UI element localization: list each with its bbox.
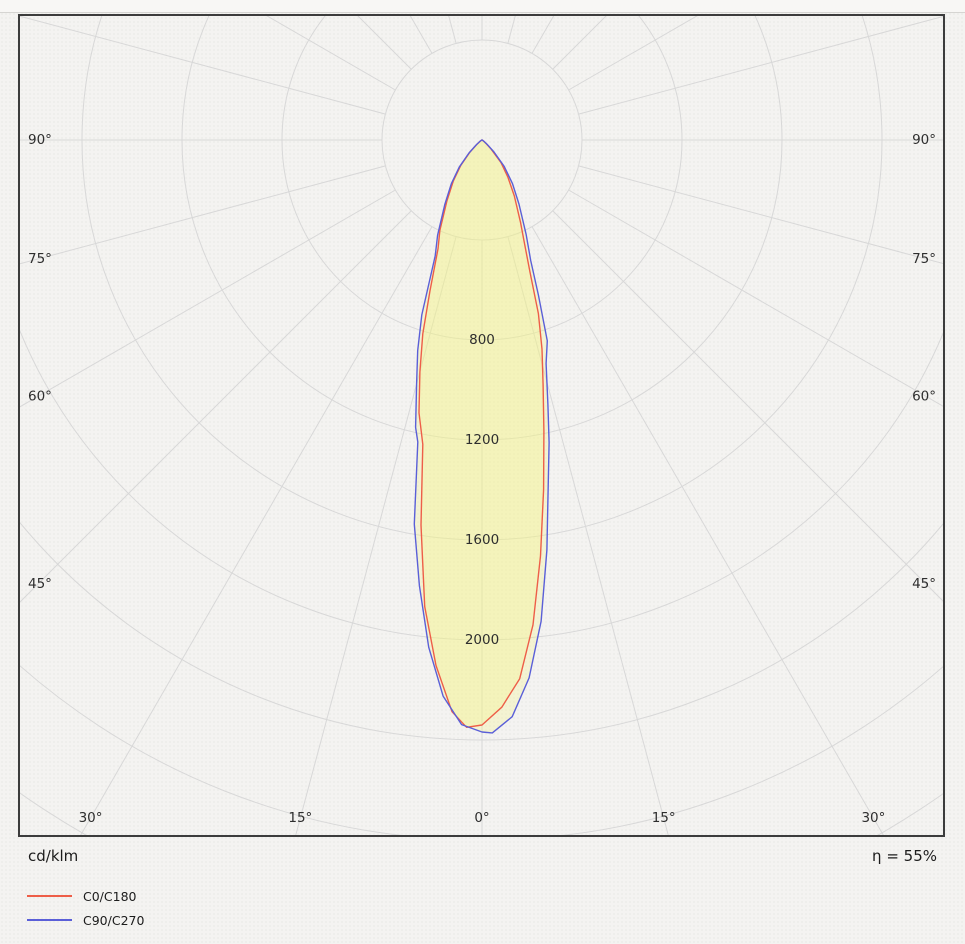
- angle-label-right-75: 75°: [912, 251, 936, 267]
- grid-radial-225: [357, 16, 412, 70]
- grid-radial-75: [578, 165, 943, 265]
- angle-label-left-75: 75°: [28, 251, 52, 267]
- angle-label-bottom-30: 30°: [861, 810, 885, 826]
- plot-border: [18, 14, 945, 837]
- legend-item-c0-c180: C0/C180: [27, 884, 144, 908]
- ring-value-label-1600: 1600: [465, 532, 499, 548]
- angle-label-right-60: 60°: [912, 388, 936, 404]
- polar-intensity-diagram: 800 1200 1600 2000 30° 15° 0° 15° 30° 90° 90° 75° 75…: [18, 14, 945, 837]
- c90-c270-line-swatch: [27, 919, 72, 921]
- c0-c180-line-swatch: [27, 895, 72, 897]
- efficiency-label: η = 55%: [872, 847, 937, 865]
- series-curve-c90-c270: [413, 139, 550, 734]
- plot-layers: 800 1200 1600 2000 30° 15° 0° 15° 30° 90° 90° 75° 75…: [20, 16, 943, 835]
- angle-label-left-45: 45°: [28, 576, 52, 592]
- unit-label: cd/klm: [28, 847, 79, 865]
- ring-value-label-2000: 2000: [465, 632, 499, 648]
- grid-radial-285: [20, 165, 386, 265]
- angle-label-left-60: 60°: [28, 388, 52, 404]
- angle-label-bottom-15: 15°: [652, 810, 676, 826]
- angle-label-right-45: 45°: [912, 576, 936, 592]
- grid-radial-330: [80, 226, 433, 835]
- grid-radial-315: [20, 210, 412, 603]
- angle-label-bottom--15: 15°: [288, 810, 312, 826]
- polar-plot-area: 800 1200 1600 2000 30° 15° 0° 15° 30° 90° 90° 75° 75…: [18, 14, 945, 837]
- legend-label-c90-c270: C90/C270: [83, 912, 145, 928]
- legend-item-c90-c270: C90/C270: [27, 908, 144, 932]
- grid-radial-195: [448, 16, 457, 44]
- grid-radial-135: [552, 16, 607, 70]
- grid-radial-30: [531, 226, 884, 835]
- grid-radial-165: [507, 16, 516, 44]
- grid-radial-45: [552, 210, 943, 602]
- grid-radial-210: [409, 16, 433, 54]
- grid-radial-240: [266, 16, 396, 91]
- grid-radial-150: [531, 16, 555, 54]
- series-fill-c0-c180: [419, 140, 544, 728]
- grid-radial-300: [20, 189, 396, 408]
- series-fill-c90-c270: [414, 140, 550, 733]
- grid-radial-105: [578, 16, 943, 115]
- legend: C0/C180 C90/C270: [27, 884, 144, 932]
- window-top-strip: [0, 0, 965, 13]
- legend-label-c0-c180: C0/C180: [83, 888, 137, 904]
- angle-label-bottom-0: 0°: [474, 810, 489, 826]
- ring-value-label-1200: 1200: [465, 432, 499, 448]
- grid-radial-60: [568, 189, 943, 407]
- grid-radial-345: [295, 236, 457, 835]
- polar-grid: [20, 16, 943, 835]
- grid-radial-120: [568, 16, 698, 91]
- angle-label-left-90: 90°: [28, 132, 52, 148]
- angle-label-bottom--30: 30°: [79, 810, 103, 826]
- angle-label-right-90: 90°: [912, 132, 936, 148]
- ring-value-label-800: 800: [469, 332, 495, 348]
- grid-radial-255: [20, 16, 386, 115]
